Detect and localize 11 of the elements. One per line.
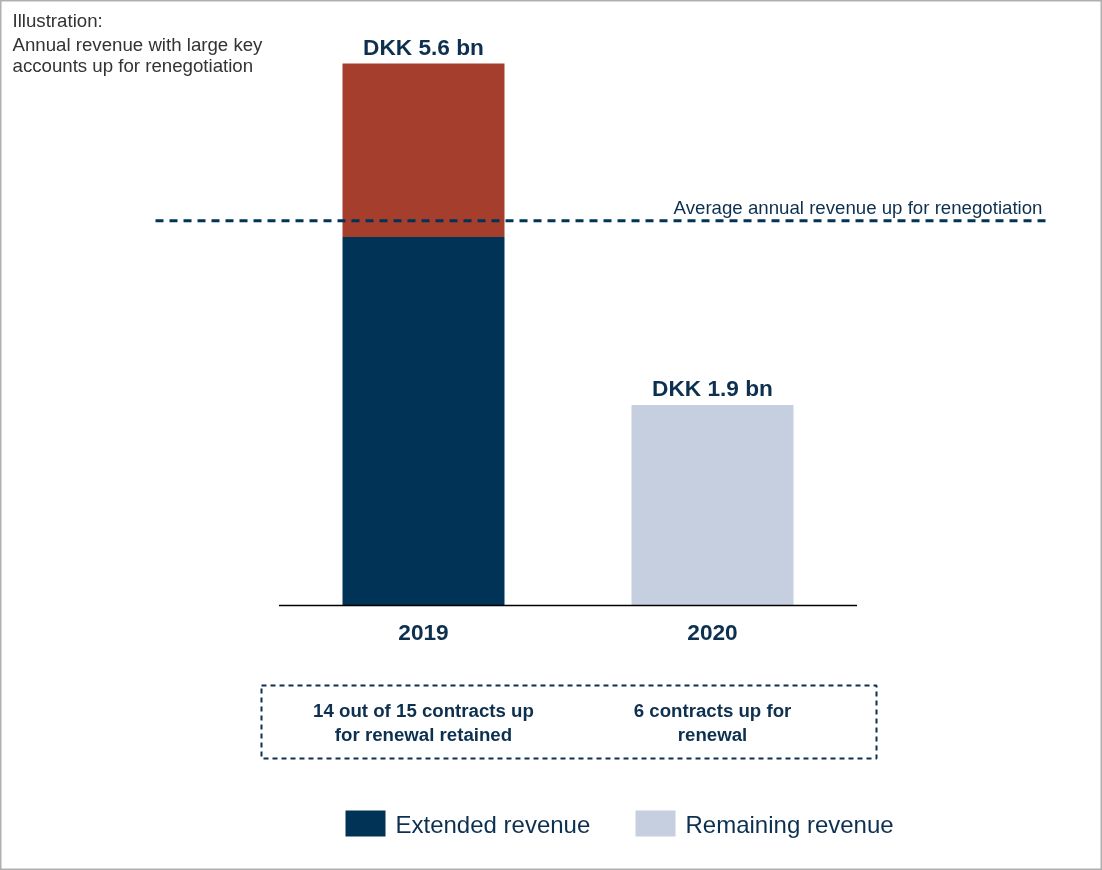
legend-label: Remaining revenue	[685, 811, 894, 838]
total-label: DKK 5.6 bn	[363, 33, 484, 60]
total-label: DKK 1.9 bn	[652, 374, 773, 401]
x-tick-label: 2020	[687, 619, 738, 645]
text: 14 out of 15 contracts up for renewal retained	[313, 700, 534, 745]
chart-subtitle: Annual revenue with large key accounts up for renegotiation	[12, 33, 264, 76]
text: Illustration:	[12, 9, 103, 31]
ref-line-label: Average annual revenue up for renegotiation	[673, 196, 1043, 218]
text: 6 contracts up for renewal	[633, 700, 792, 745]
legend-label: Extended revenue	[395, 811, 591, 838]
x-tick-label: 2019	[398, 619, 449, 645]
